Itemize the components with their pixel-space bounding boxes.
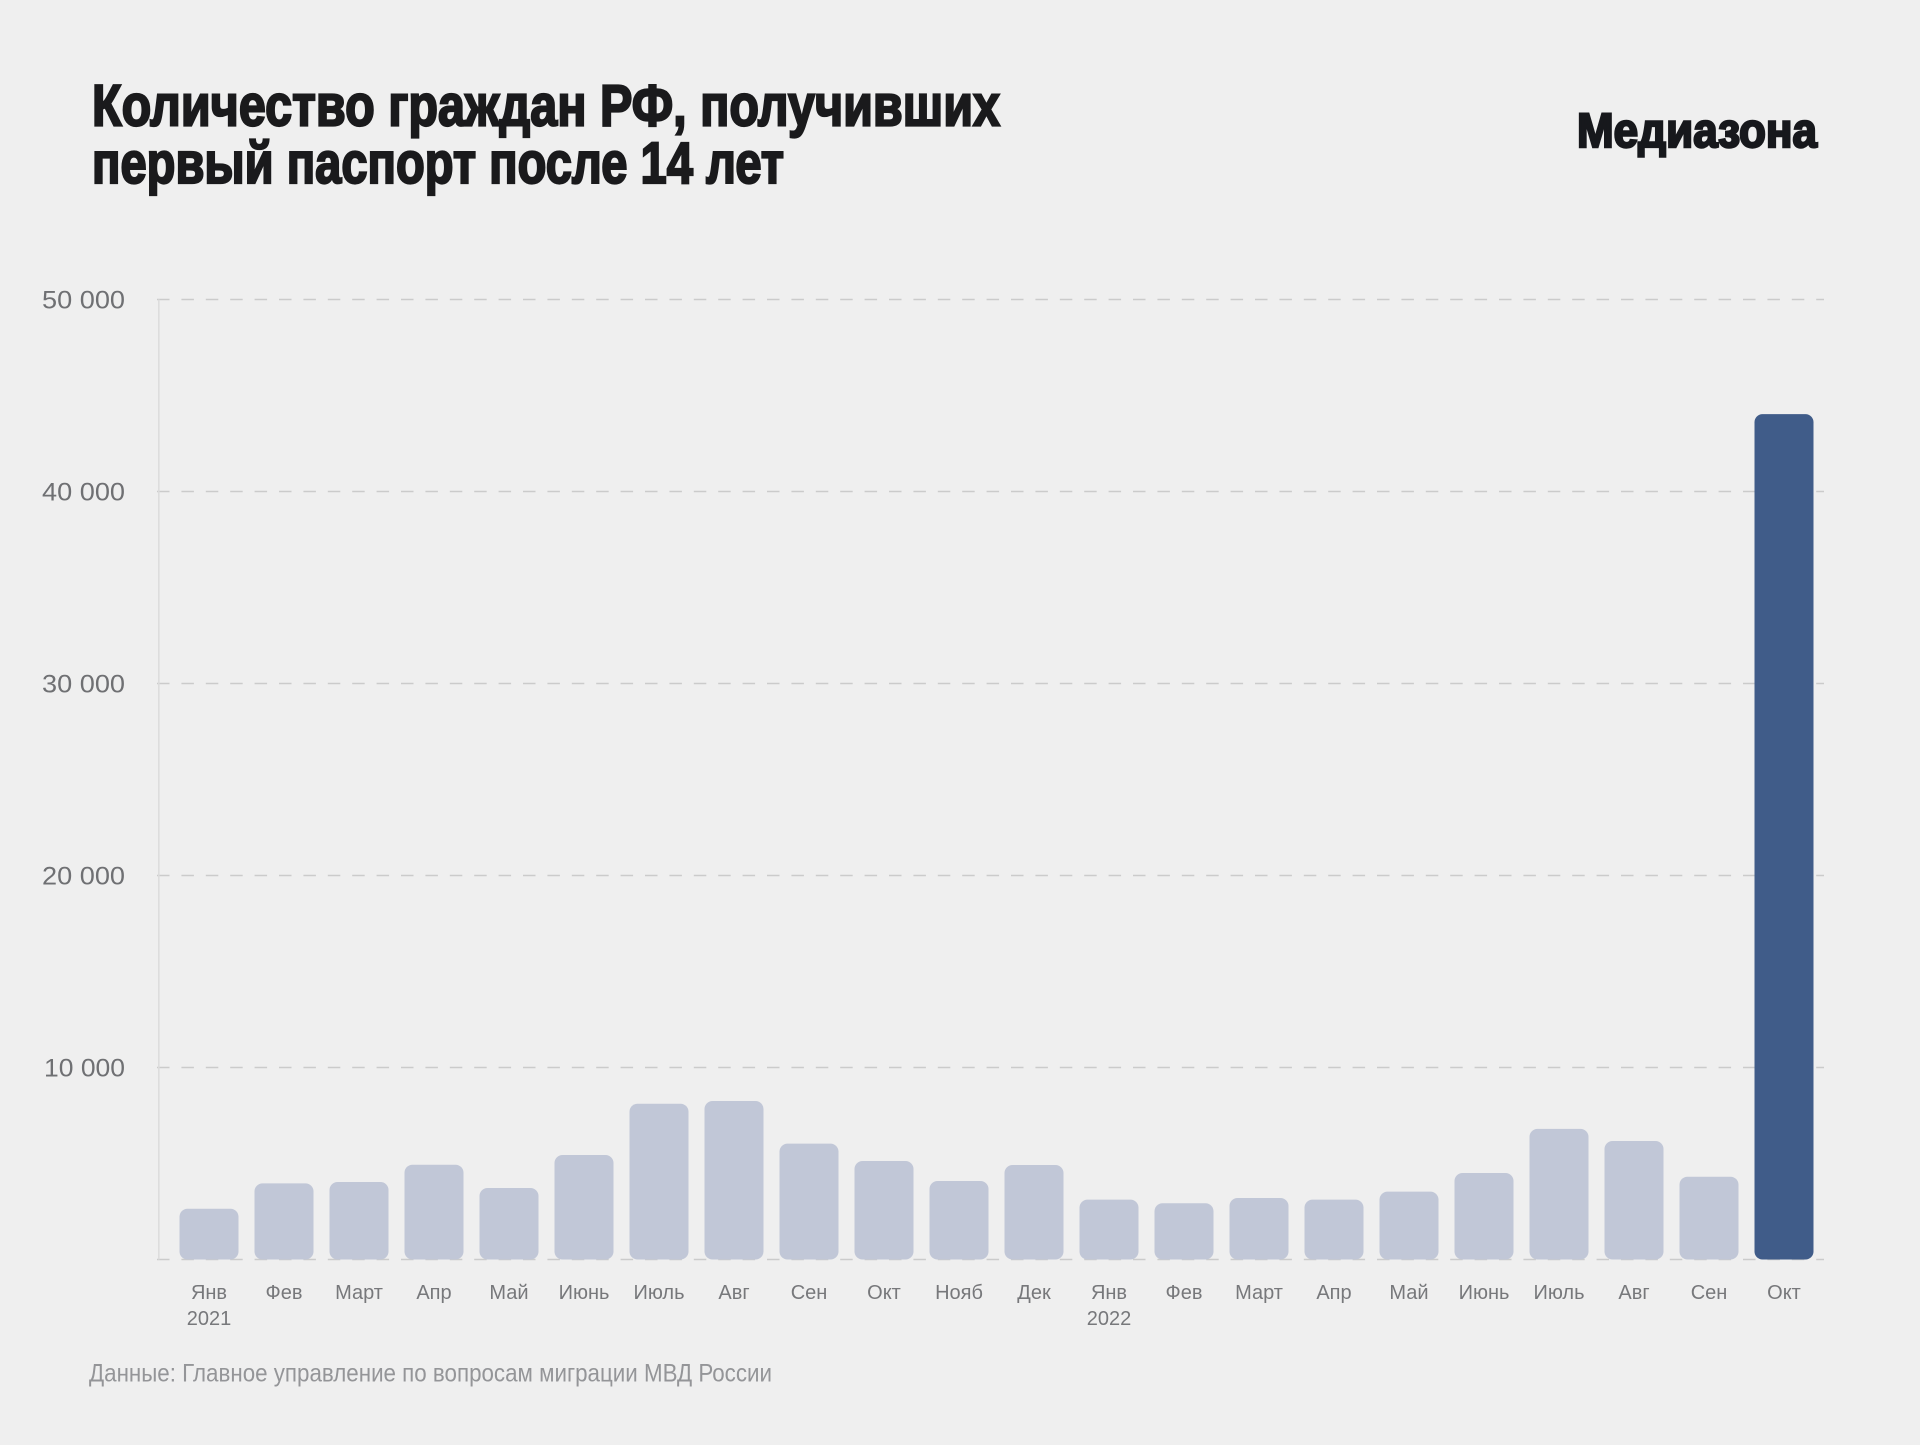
svg-text:20 000: 20 000 bbox=[42, 862, 125, 890]
svg-text:2022: 2022 bbox=[1087, 1308, 1132, 1330]
svg-text:первый паспорт после 14 лет: первый паспорт после 14 лет bbox=[92, 131, 784, 196]
svg-text:Данные: Главное управление по: Данные: Главное управление по вопросам м… bbox=[89, 1360, 772, 1388]
svg-text:Нояб: Нояб bbox=[935, 1282, 983, 1304]
svg-text:30 000: 30 000 bbox=[42, 670, 125, 698]
svg-text:Янв: Янв bbox=[191, 1282, 227, 1304]
svg-text:40 000: 40 000 bbox=[42, 478, 125, 506]
svg-text:Июль: Июль bbox=[1533, 1282, 1584, 1304]
svg-text:50 000: 50 000 bbox=[42, 286, 125, 314]
svg-text:Сен: Сен bbox=[791, 1282, 828, 1304]
svg-text:Дек: Дек bbox=[1017, 1282, 1051, 1304]
svg-text:Окт: Окт bbox=[867, 1282, 901, 1304]
svg-text:Количество граждан РФ, получив: Количество граждан РФ, получивших bbox=[92, 74, 1000, 139]
svg-text:Март: Март bbox=[1235, 1282, 1283, 1304]
svg-text:Май: Май bbox=[1389, 1282, 1428, 1304]
svg-text:Апр: Апр bbox=[1316, 1282, 1351, 1304]
svg-text:Май: Май bbox=[489, 1282, 528, 1304]
svg-text:2021: 2021 bbox=[187, 1308, 232, 1330]
svg-text:Авг: Авг bbox=[718, 1282, 749, 1304]
svg-text:Фев: Фев bbox=[1166, 1282, 1203, 1304]
svg-text:Окт: Окт bbox=[1767, 1282, 1801, 1304]
svg-text:Медиазона: Медиазона bbox=[1577, 105, 1817, 158]
svg-text:Июль: Июль bbox=[633, 1282, 684, 1304]
svg-text:Янв: Янв bbox=[1091, 1282, 1127, 1304]
svg-text:Март: Март bbox=[335, 1282, 383, 1304]
svg-text:Фев: Фев bbox=[266, 1282, 303, 1304]
svg-text:Сен: Сен bbox=[1691, 1282, 1728, 1304]
svg-text:10 000: 10 000 bbox=[44, 1054, 125, 1082]
svg-text:Июнь: Июнь bbox=[559, 1282, 610, 1304]
svg-text:Авг: Авг bbox=[1618, 1282, 1649, 1304]
svg-text:Апр: Апр bbox=[416, 1282, 451, 1304]
svg-text:Июнь: Июнь bbox=[1459, 1282, 1510, 1304]
